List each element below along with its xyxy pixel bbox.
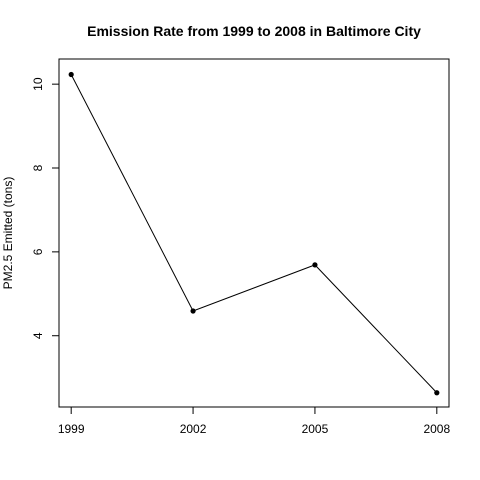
series-layer (68, 71, 440, 396)
chart-title: Emission Rate from 1999 to 2008 in Balti… (87, 23, 421, 39)
x-tick-label: 2008 (423, 422, 450, 436)
y-tick-label: 4 (31, 332, 45, 339)
y-tick-label: 6 (31, 248, 45, 255)
y-tick-label: 10 (31, 77, 45, 91)
y-axis-title: PM2.5 Emitted (tons) (1, 177, 15, 290)
data-point (68, 71, 74, 78)
x-tick-label: 1999 (58, 422, 85, 436)
y-axis: 4 6 8 10 (31, 77, 60, 339)
data-point (312, 262, 318, 268)
data-point (434, 390, 440, 396)
x-axis: 1999 2002 2005 2008 (58, 406, 450, 436)
data-point (190, 308, 196, 314)
series-line (70, 74, 438, 394)
x-tick-label: 2002 (180, 422, 207, 436)
x-tick-label: 2005 (302, 422, 329, 436)
y-tick-label: 8 (31, 164, 45, 171)
